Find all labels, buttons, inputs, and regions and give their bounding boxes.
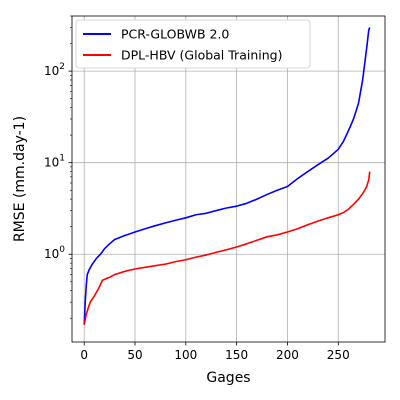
plot-frame [71,15,386,343]
x-tick-label: 150 [225,348,248,362]
x-tick-label: 200 [276,348,299,362]
legend-entry-dpl-hbv: DPL-HBV (Global Training) [121,48,282,63]
x-tick-label: 50 [127,348,142,362]
y-tick-label: 102 [44,62,65,78]
x-tick-label: 100 [174,348,197,362]
x-axis-label: Gages [206,370,250,386]
x-tick-label: 250 [327,348,350,362]
series-lines [83,27,371,325]
y-tick-label: 100 [44,245,65,261]
legend-entry-pcr-globwb: PCR-GLOBWB 2.0 [121,27,229,42]
legend: PCR-GLOBWB 2.0 DPL-HBV (Global Training) [75,19,311,69]
series-line-pcr-globwb [83,27,371,325]
series-line-dpl-hbv [83,171,371,325]
x-tick-label: 0 [80,348,88,362]
y-axis-label: RMSE (mm.day-1) [12,116,28,242]
axis-ticks: 0 50 100 150 200 250 100 101 102 [44,15,350,362]
y-tick-label: 101 [44,154,65,170]
grid-lines [72,16,385,342]
legend-box [75,19,311,69]
